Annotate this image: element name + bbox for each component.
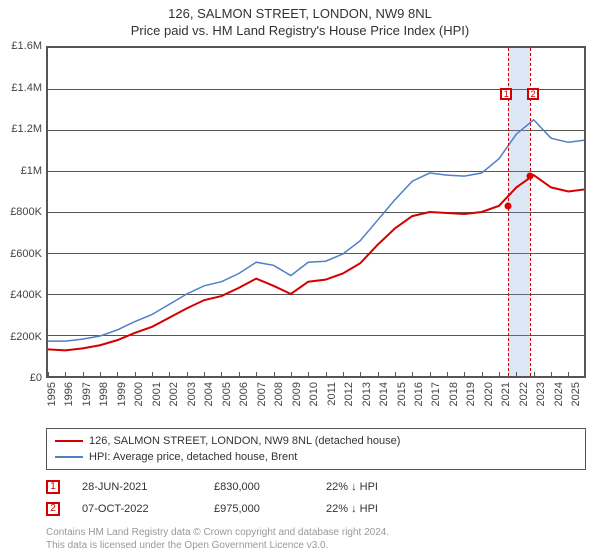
chart-title-line1: 126, SALMON STREET, LONDON, NW9 8NL: [4, 6, 596, 21]
y-tick-label: £400K: [10, 289, 42, 301]
footer-line1: Contains HM Land Registry data © Crown c…: [46, 526, 586, 539]
x-tick-label: 2016: [413, 382, 425, 406]
x-tick-label: 2012: [343, 382, 355, 406]
x-tick-label: 1998: [98, 382, 110, 406]
sale-price: £975,000: [214, 498, 304, 520]
legend-row: HPI: Average price, detached house, Bren…: [55, 449, 577, 465]
x-tick-label: 2013: [361, 382, 373, 406]
x-tick-label: 2001: [151, 382, 163, 406]
x-tick-label: 2019: [465, 382, 477, 406]
sale-delta: 22% ↓ HPI: [326, 498, 378, 520]
x-tick-label: 2007: [256, 382, 268, 406]
legend-label: 126, SALMON STREET, LONDON, NW9 8NL (det…: [89, 433, 400, 449]
sale-date: 07-OCT-2022: [82, 498, 192, 520]
y-tick-label: £200K: [10, 331, 42, 343]
x-tick-label: 2015: [396, 382, 408, 406]
sale-dot: [526, 173, 533, 180]
y-tick-label: £1.6M: [11, 40, 42, 52]
chart-area: 12 £0£200K£400K£600K£800K£1M£1.2M£1.4M£1…: [46, 46, 586, 378]
x-tick-label: 1996: [63, 382, 75, 406]
legend: 126, SALMON STREET, LONDON, NW9 8NL (det…: [46, 428, 586, 470]
x-tick-label: 1995: [46, 382, 58, 406]
y-tick-label: £600K: [10, 248, 42, 260]
x-tick-label: 2005: [221, 382, 233, 406]
footer: Contains HM Land Registry data © Crown c…: [46, 526, 586, 552]
y-tick-label: £1.2M: [11, 123, 42, 135]
x-tick-label: 2006: [238, 382, 250, 406]
x-tick-label: 2017: [430, 382, 442, 406]
chart-title-line2: Price paid vs. HM Land Registry's House …: [4, 23, 596, 38]
x-tick-label: 2021: [500, 382, 512, 406]
x-axis-ticks: 1995 1996 1997 1998 1999 2000 2001 2002 2003 2004…: [46, 378, 586, 424]
x-tick-label: 2004: [203, 382, 215, 406]
footer-line2: This data is licensed under the Open Gov…: [46, 539, 586, 552]
x-tick-label: 2023: [535, 382, 547, 406]
y-tick-label: £800K: [10, 206, 42, 218]
legend-row: 126, SALMON STREET, LONDON, NW9 8NL (det…: [55, 433, 577, 449]
x-tick-label: 2025: [570, 382, 582, 406]
series-hpi: [48, 120, 584, 341]
sale-row: 1 28-JUN-2021 £830,000 22% ↓ HPI: [46, 476, 586, 498]
x-tick-label: 1997: [81, 382, 93, 406]
x-tick-label: 2010: [308, 382, 320, 406]
x-tick-label: 2014: [378, 382, 390, 406]
sale-delta: 22% ↓ HPI: [326, 476, 378, 498]
x-tick-label: 2003: [186, 382, 198, 406]
x-tick-label: 2022: [518, 382, 530, 406]
annotation-marker: 2: [527, 88, 539, 100]
x-tick-label: 2020: [483, 382, 495, 406]
sales-table: 1 28-JUN-2021 £830,000 22% ↓ HPI 2 07-OCT-202…: [46, 476, 586, 520]
y-tick-label: £0: [30, 372, 42, 384]
legend-swatch: [55, 456, 83, 458]
x-tick-label: 2000: [133, 382, 145, 406]
sale-row: 2 07-OCT-2022 £975,000 22% ↓ HPI: [46, 498, 586, 520]
x-tick-label: 2002: [168, 382, 180, 406]
sale-dot: [504, 202, 511, 209]
sale-price: £830,000: [214, 476, 304, 498]
x-tick-label: 2008: [273, 382, 285, 406]
x-tick-label: 2011: [326, 382, 338, 406]
y-tick-label: £1.4M: [11, 82, 42, 94]
x-tick-label: 2009: [291, 382, 303, 406]
annotation-marker: 1: [500, 88, 512, 100]
legend-swatch: [55, 440, 83, 442]
legend-label: HPI: Average price, detached house, Bren…: [89, 449, 297, 465]
y-tick-label: £1M: [21, 165, 42, 177]
x-tick-label: 2024: [553, 382, 565, 406]
sale-marker-icon: 1: [46, 480, 60, 494]
sale-marker-icon: 2: [46, 502, 60, 516]
x-tick-label: 1999: [116, 382, 128, 406]
x-tick-label: 2018: [448, 382, 460, 406]
sale-date: 28-JUN-2021: [82, 476, 192, 498]
